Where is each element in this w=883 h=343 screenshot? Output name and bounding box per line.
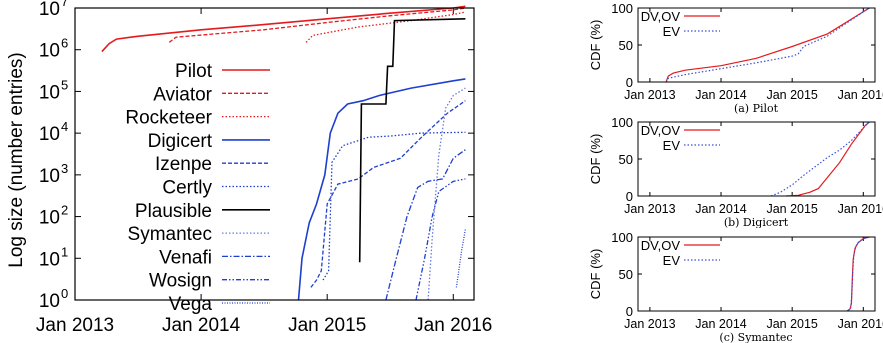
cdf-x-tick-label: Jan 2016 — [838, 88, 883, 102]
x-tick-label: Jan 2016 — [414, 315, 492, 336]
cdf-caption: (b) Digicert — [724, 216, 789, 228]
y-tick-exponent: 4 — [61, 119, 68, 134]
cdf-y-axis-label: CDF (%) — [588, 20, 603, 71]
cdf-y-tick-label: 100 — [611, 115, 633, 130]
series-line-vega — [455, 228, 467, 288]
cdf-x-tick-label: Jan 2015 — [766, 202, 817, 216]
y-tick-exponent: 2 — [61, 203, 68, 218]
series-line-symantec — [427, 87, 466, 301]
cdf-series-line-dv-ov — [786, 121, 870, 197]
y-tick-label: 10 — [39, 166, 60, 187]
legend-label-certly: Certly — [162, 178, 212, 199]
cdf-x-tick-label: Jan 2014 — [695, 202, 746, 216]
cdf-series-line-dv-ov — [665, 7, 870, 83]
y-tick-label: 10 — [39, 208, 60, 229]
cdf-x-tick-label: Jan 2016 — [838, 317, 883, 331]
cdf-plot-frame — [637, 7, 876, 83]
cdf-y-axis-label: CDF (%) — [588, 249, 603, 300]
series-line-rocketeer — [305, 11, 466, 43]
legend-label-digicert: Digicert — [148, 131, 213, 152]
cdf-y-tick-label: 100 — [611, 1, 633, 16]
series-line-digicert — [297, 78, 466, 301]
legend-label-wosign: Wosign — [149, 271, 212, 292]
x-tick-label: Jan 2014 — [162, 315, 241, 336]
cdf-x-tick-label: Jan 2014 — [695, 317, 746, 331]
series-line-aviator — [168, 7, 466, 43]
series-line-pilot — [101, 5, 466, 53]
cdf-x-tick-label: Jan 2015 — [766, 317, 817, 331]
cdf-legend-label-ev: EV — [663, 24, 681, 39]
y-axis-label: Log size (number entries) — [6, 52, 27, 267]
y-tick-label: 10 — [39, 0, 60, 20]
cdf-x-tick-label: Jan 2015 — [766, 88, 817, 102]
legend-label-plausible: Plausible — [135, 201, 212, 222]
cdf-series-line-ev — [665, 7, 870, 83]
x-tick-label: Jan 2015 — [288, 315, 366, 336]
cdf-y-tick-label: 50 — [619, 152, 633, 167]
y-tick-exponent: 5 — [61, 77, 68, 92]
cdf-series-line-ev — [770, 121, 870, 197]
cdf-legend-label-dv-ov: DV,OV — [641, 123, 681, 138]
y-tick-label: 10 — [39, 82, 60, 103]
cdf-y-tick-label: 50 — [619, 38, 633, 53]
cdf-legend-label-dv-ov: DV,OV — [641, 238, 681, 253]
x-tick-labels: Jan 2013 Jan 2014 Jan 2015 Jan 2016 — [36, 8, 492, 336]
cdf-legend-label-dv-ov: DV,OV — [641, 9, 681, 24]
y-tick-label: 10 — [39, 41, 60, 62]
cdf-y-tick-label: 100 — [611, 230, 633, 245]
plot-frame — [74, 7, 475, 301]
cdf-x-tick-label: Jan 2013 — [624, 88, 675, 102]
legend-label-pilot: Pilot — [175, 61, 213, 82]
series-line-izenpe — [310, 100, 466, 288]
y-tick-label: 10 — [39, 249, 60, 270]
legend-label-rocketeer: Rocketeer — [125, 108, 212, 129]
series-line-wosign — [415, 178, 466, 301]
cdf-caption: (a) Pilot — [734, 102, 779, 114]
cdf-y-tick-label: 0 — [626, 189, 633, 204]
cdf-series-line-ev — [847, 236, 870, 312]
series-line-venafi — [385, 149, 466, 301]
series-line-certly — [322, 131, 466, 281]
y-tick-exponent: 7 — [61, 0, 68, 9]
cdf-legend-label-ev: EV — [663, 138, 681, 153]
cdf-x-tick-label: Jan 2013 — [624, 317, 675, 331]
legend-label-izenpe: Izenpe — [155, 154, 212, 175]
cdf-series-line-dv-ov — [846, 236, 870, 312]
legend-label-venafi: Venafi — [159, 247, 212, 268]
y-tick-exponent: 1 — [61, 244, 68, 259]
y-tick-exponent: 0 — [61, 286, 68, 301]
legend-label-symantec: Symantec — [128, 224, 212, 245]
cdf-legend-label-ev: EV — [663, 253, 681, 268]
y-tick-label: 10 — [39, 124, 60, 145]
cdf-chart-symantec: CDF (%) 0 50 100 Jan 2013 Jan 2014 Jan 2015 Jan… — [588, 230, 883, 343]
cdf-y-tick-label: 50 — [619, 267, 633, 282]
cdf-x-tick-label: Jan 2016 — [838, 202, 883, 216]
cdf-chart-pilot: CDF (%) 0 50 100 Jan 2013 Jan 2014 Jan 2015 Jan… — [588, 1, 883, 114]
cdf-y-tick-label: 0 — [626, 75, 633, 90]
x-tick-label: Jan 2013 — [36, 315, 114, 336]
y-tick-label: 10 — [39, 291, 60, 312]
legend-label-vega: Vega — [169, 294, 213, 315]
cdf-caption: (c) Symantec — [719, 331, 792, 343]
cdf-y-tick-label: 0 — [626, 304, 633, 319]
series-group — [101, 5, 467, 301]
cdf-plot-frame — [637, 236, 876, 312]
cdf-plot-frame — [637, 121, 876, 197]
legend-label-aviator: Aviator — [153, 84, 212, 105]
cdf-y-axis-label: CDF (%) — [588, 134, 603, 185]
y-tick-exponent: 3 — [61, 161, 68, 176]
cdf-chart-digicert: CDF (%) 0 50 100 Jan 2013 Jan 2014 Jan 2015 Jan… — [588, 115, 883, 228]
cdf-x-tick-label: Jan 2014 — [695, 88, 746, 102]
series-line-plausible — [358, 18, 466, 263]
cdf-x-tick-label: Jan 2013 — [624, 202, 675, 216]
y-tick-exponent: 6 — [61, 36, 68, 51]
